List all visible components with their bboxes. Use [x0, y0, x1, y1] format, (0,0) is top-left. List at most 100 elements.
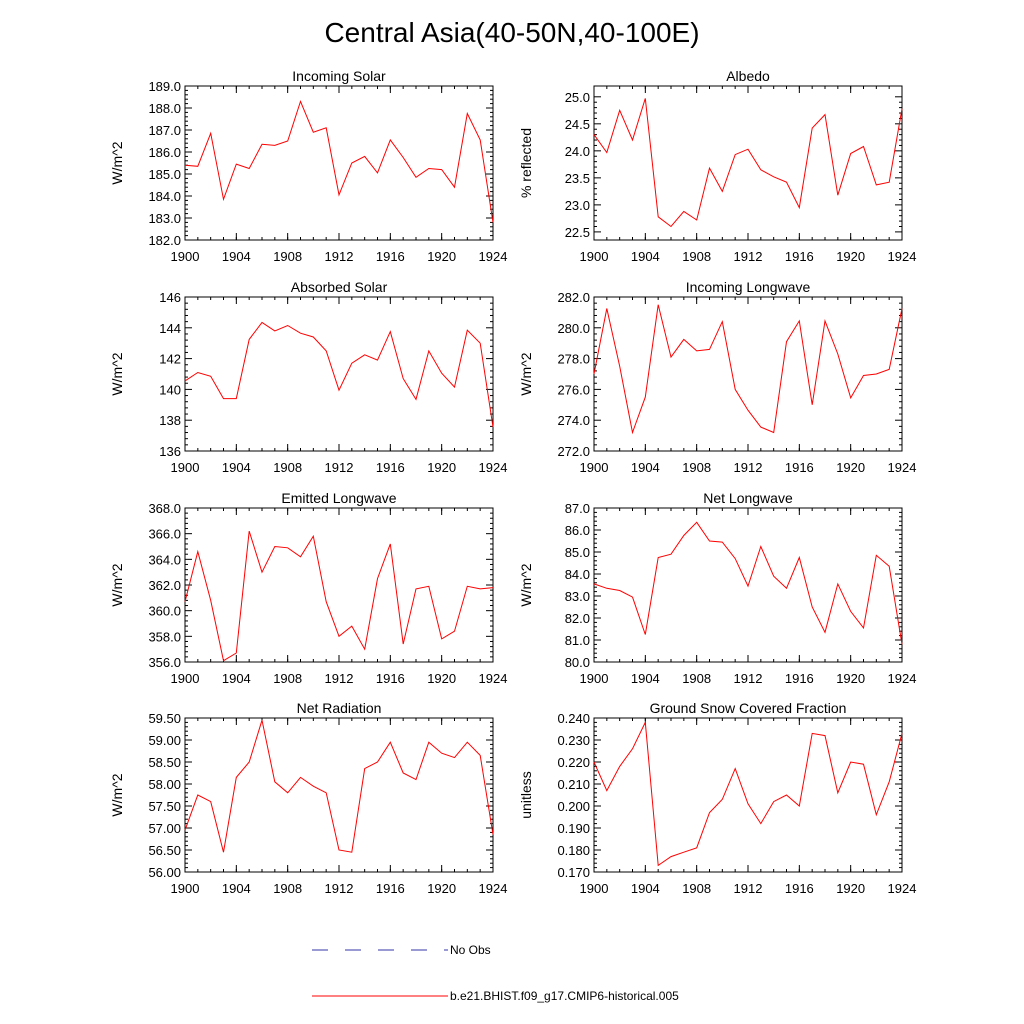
y-tick-label: 362.0 — [148, 578, 181, 593]
x-tick-label: 1900 — [171, 671, 200, 686]
y-tick-label: 272.0 — [557, 444, 590, 459]
y-tick-label: 189.0 — [148, 79, 181, 94]
x-tick-label: 1924 — [479, 460, 508, 475]
x-tick-label: 1900 — [171, 460, 200, 475]
y-tick-label: 25.0 — [565, 90, 590, 105]
x-tick-label: 1924 — [479, 881, 508, 896]
panel-title: Ground Snow Covered Fraction — [650, 700, 847, 716]
y-tick-label: 80.0 — [565, 655, 590, 670]
y-tick-label: 188.0 — [148, 101, 181, 116]
legend: No Obs b.e21.BHIST.f09_g17.CMIP6-histori… — [312, 943, 679, 1003]
x-tick-label: 1912 — [734, 249, 763, 264]
x-tick-label: 1920 — [836, 460, 865, 475]
y-axis-label: W/m^2 — [518, 563, 534, 606]
x-tick-label: 1924 — [479, 249, 508, 264]
x-tick-label: 1920 — [427, 671, 456, 686]
series-line — [593, 720, 903, 867]
x-tick-label: 1920 — [836, 671, 865, 686]
y-tick-label: 0.190 — [557, 821, 590, 836]
series-line — [184, 720, 494, 853]
x-tick-label: 1904 — [631, 671, 660, 686]
plot-frame — [593, 85, 903, 241]
x-tick-label: 1912 — [734, 881, 763, 896]
y-tick-label: 0.230 — [557, 733, 590, 748]
y-tick-label: 278.0 — [557, 352, 590, 367]
y-tick-label: 360.0 — [148, 604, 181, 619]
panel-net-radiation: Net Radiation 1900 1904 1908 1912 1916 1920 192… — [109, 700, 507, 896]
panel-net-longwave: Net Longwave 1900 1904 1908 1912 1916 1920 1924… — [518, 490, 916, 686]
y-tick-label: 58.50 — [148, 755, 181, 770]
y-tick-label: 24.0 — [565, 144, 590, 159]
x-tick-label: 1900 — [580, 249, 609, 264]
x-tick-label: 1920 — [427, 249, 456, 264]
panel-emitted-longwave: Emitted Longwave 1900 1904 1908 1912 1916 1920… — [109, 490, 507, 686]
y-tick-label: 58.00 — [148, 777, 181, 792]
y-tick-label: 24.5 — [565, 117, 590, 132]
y-tick-label: 23.0 — [565, 198, 590, 213]
x-tick-label: 1920 — [836, 249, 865, 264]
y-tick-label: 183.0 — [148, 211, 181, 226]
x-tick-label: 1908 — [273, 249, 302, 264]
x-tick-label: 1924 — [888, 249, 917, 264]
y-tick-label: 0.180 — [557, 843, 590, 858]
x-tick-label: 1916 — [785, 881, 814, 896]
y-tick-label: 57.50 — [148, 799, 181, 814]
x-tick-label: 1916 — [376, 881, 405, 896]
y-tick-label: 56.00 — [148, 865, 181, 880]
y-tick-label: 84.0 — [565, 567, 590, 582]
x-tick-label: 1916 — [785, 460, 814, 475]
y-tick-label: 358.0 — [148, 629, 181, 644]
y-tick-label: 81.0 — [565, 633, 590, 648]
y-tick-label: 138 — [159, 413, 181, 428]
y-tick-label: 82.0 — [565, 611, 590, 626]
x-tick-label: 1912 — [325, 881, 354, 896]
y-tick-label: 276.0 — [557, 382, 590, 397]
y-tick-label: 59.50 — [148, 711, 181, 726]
y-tick-label: 23.5 — [565, 171, 590, 186]
y-tick-label: 0.240 — [557, 711, 590, 726]
y-tick-label: 186.0 — [148, 145, 181, 160]
y-tick-label: 136 — [159, 444, 181, 459]
x-tick-label: 1920 — [427, 460, 456, 475]
y-tick-label: 86.0 — [565, 523, 590, 538]
plot-frame — [593, 296, 903, 452]
panel-title: Net Longwave — [703, 490, 793, 506]
y-axis-label: W/m^2 — [109, 773, 125, 816]
panel-absorbed-solar: Absorbed Solar 1900 1904 1908 1912 1916 1920 19… — [109, 279, 507, 475]
x-tick-label: 1900 — [580, 881, 609, 896]
y-axis-label: % reflected — [518, 128, 534, 198]
x-tick-label: 1908 — [682, 460, 711, 475]
legend-obs-label: No Obs — [450, 943, 491, 957]
plot-frame — [593, 717, 903, 873]
x-tick-label: 1924 — [888, 671, 917, 686]
x-tick-label: 1916 — [376, 249, 405, 264]
y-tick-label: 59.00 — [148, 733, 181, 748]
y-tick-label: 0.220 — [557, 755, 590, 770]
y-tick-label: 0.210 — [557, 777, 590, 792]
x-tick-label: 1912 — [734, 671, 763, 686]
panel-incoming-longwave: Incoming Longwave 1900 1904 1908 1912 1916 192… — [518, 279, 916, 475]
x-tick-label: 1924 — [888, 460, 917, 475]
x-tick-label: 1908 — [682, 881, 711, 896]
x-tick-label: 1912 — [325, 249, 354, 264]
y-tick-label: 280.0 — [557, 321, 590, 336]
plot-frame — [184, 296, 494, 452]
x-tick-label: 1904 — [631, 881, 660, 896]
series-line — [184, 321, 494, 428]
panel-title: Incoming Longwave — [686, 279, 811, 295]
y-tick-label: 56.50 — [148, 843, 181, 858]
x-tick-label: 1924 — [888, 881, 917, 896]
x-tick-label: 1900 — [171, 881, 200, 896]
y-tick-label: 0.170 — [557, 865, 590, 880]
y-tick-label: 146 — [159, 290, 181, 305]
y-axis-label: unitless — [518, 771, 534, 818]
y-tick-label: 0.200 — [557, 799, 590, 814]
series-line — [184, 99, 494, 223]
y-axis-label: W/m^2 — [109, 141, 125, 184]
x-tick-label: 1908 — [273, 671, 302, 686]
panel-title: Net Radiation — [297, 700, 382, 716]
y-tick-label: 22.5 — [565, 225, 590, 240]
y-tick-label: 144 — [159, 321, 181, 336]
y-tick-label: 282.0 — [557, 290, 590, 305]
